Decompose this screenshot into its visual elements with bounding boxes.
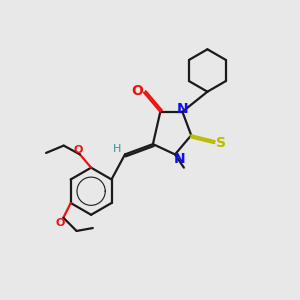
Text: H: H (112, 143, 121, 154)
Text: O: O (131, 84, 143, 98)
Text: N: N (174, 152, 185, 166)
Text: O: O (73, 145, 83, 155)
Text: N: N (177, 102, 189, 116)
Text: O: O (56, 218, 65, 228)
Text: S: S (216, 136, 226, 150)
